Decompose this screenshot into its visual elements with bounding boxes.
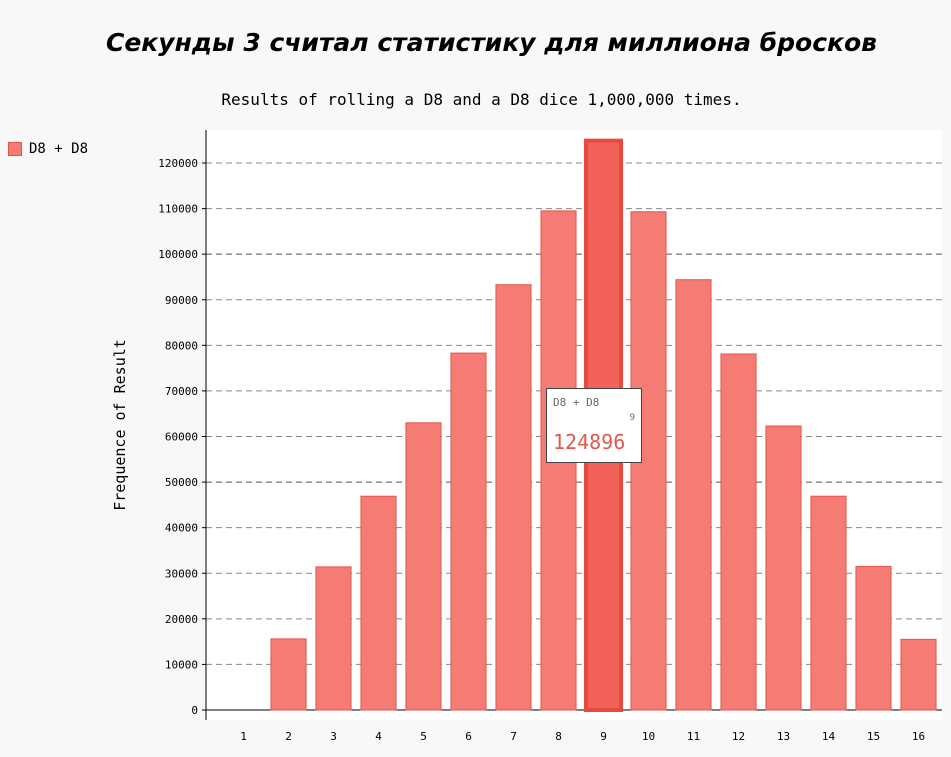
- y-tick-label: 40000: [165, 522, 198, 535]
- y-tick-label: 10000: [165, 658, 198, 671]
- y-tick-label: 90000: [165, 294, 198, 307]
- bar: [901, 639, 936, 710]
- y-tick-label: 60000: [165, 431, 198, 444]
- y-tick-label: 0: [191, 704, 198, 717]
- x-tick-label: 14: [822, 730, 836, 743]
- y-tick-label: 80000: [165, 339, 198, 352]
- y-tick-label: 50000: [165, 476, 198, 489]
- y-tick-label: 30000: [165, 567, 198, 580]
- x-tick-label: 1: [240, 730, 247, 743]
- bar: [721, 354, 756, 710]
- x-tick-label: 16: [912, 730, 925, 743]
- tooltip: D8 + D8 9 124896: [546, 388, 642, 463]
- tooltip-x: 9: [630, 413, 635, 423]
- tooltip-series: D8 + D8: [553, 396, 599, 409]
- y-tick-label: 120000: [158, 157, 198, 170]
- bar: [406, 423, 441, 710]
- x-tick-label: 11: [687, 730, 700, 743]
- x-tick-label: 10: [642, 730, 655, 743]
- x-tick-label: 12: [732, 730, 745, 743]
- x-tick-label: 15: [867, 730, 880, 743]
- x-tick-label: 6: [465, 730, 472, 743]
- x-tick-label: 3: [330, 730, 337, 743]
- y-tick-label: 110000: [158, 203, 198, 216]
- bar: [766, 426, 801, 710]
- x-tick-label: 5: [420, 730, 427, 743]
- x-tick-label: 7: [510, 730, 517, 743]
- bar: [676, 280, 711, 710]
- x-tick-label: 8: [555, 730, 562, 743]
- tooltip-value: 124896: [553, 430, 625, 454]
- bar: [451, 353, 486, 710]
- y-tick-label: 20000: [165, 613, 198, 626]
- bar: [811, 496, 846, 710]
- y-tick-label: 70000: [165, 385, 198, 398]
- x-tick-label: 13: [777, 730, 790, 743]
- bar: [361, 496, 396, 710]
- bar: [271, 639, 306, 710]
- bar: [856, 566, 891, 710]
- x-tick-label: 4: [375, 730, 382, 743]
- bar: [496, 285, 531, 710]
- bar: [316, 567, 351, 710]
- x-tick-label: 9: [600, 730, 607, 743]
- x-tick-label: 2: [285, 730, 292, 743]
- y-tick-label: 100000: [158, 248, 198, 261]
